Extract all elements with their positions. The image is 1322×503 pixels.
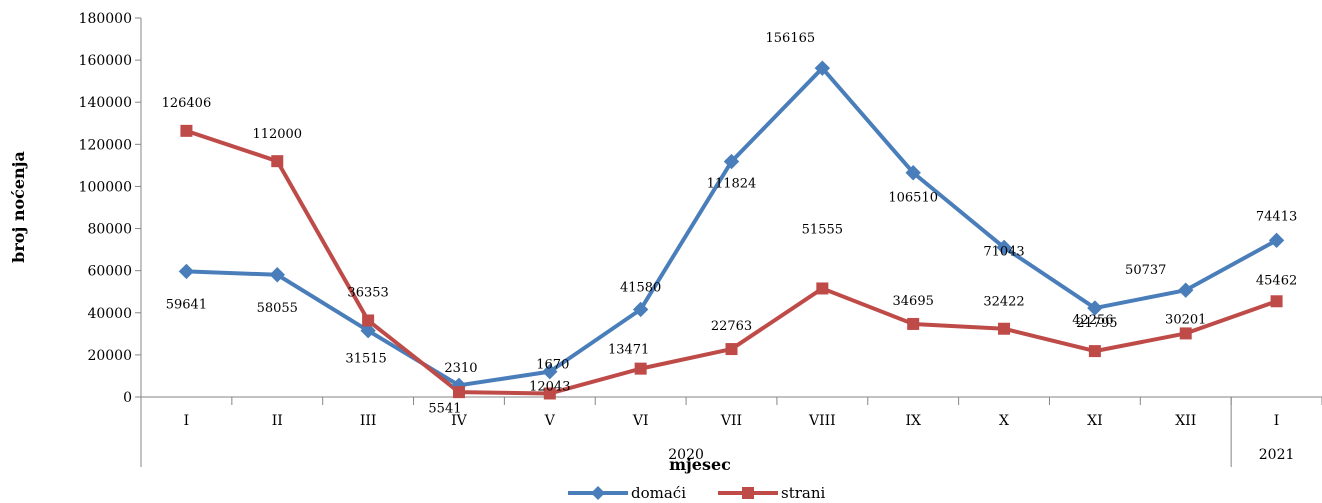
data-point-marker [1087, 300, 1103, 316]
data-label-strani: 32422 [983, 295, 1024, 310]
data-label-domaci: 106510 [888, 191, 938, 206]
data-point-marker [998, 322, 1011, 335]
data-point-marker [452, 386, 465, 399]
y-tick-label: 180000 [79, 11, 132, 27]
data-point-marker [542, 363, 558, 380]
y-axis-title: broj noćenja [9, 151, 28, 263]
data-point-marker [1270, 295, 1283, 308]
data-point-marker [269, 267, 285, 283]
axes [140, 18, 1322, 467]
data-label-domaci: 31515 [345, 352, 386, 367]
y-tick-label: 40000 [87, 306, 132, 322]
data-point-marker [1178, 282, 1194, 298]
data-label-domaci: 41580 [620, 280, 661, 295]
x-tick-label: XI [1087, 413, 1103, 429]
data-label-strani: 126406 [162, 96, 212, 111]
data-label-domaci: 111824 [707, 177, 757, 192]
data-label-strani: 21795 [1076, 316, 1117, 331]
data-point-marker [1179, 327, 1192, 340]
y-tick-label: 100000 [79, 179, 132, 195]
group-label: 2021 [1259, 447, 1295, 463]
data-point-marker [271, 155, 284, 168]
data-label-strani: 34695 [893, 294, 934, 309]
data-label-strani: 22763 [711, 319, 752, 334]
data-label-domaci: 12043 [529, 380, 570, 395]
x-tick-label: VI [632, 413, 649, 429]
data-labels: 59641 58055 31515 5541 12043 41580 111824 15616… [162, 31, 1298, 416]
data-point-marker [360, 322, 376, 339]
data-point-marker [996, 239, 1012, 256]
group-label: 2020 [668, 447, 704, 463]
data-point-marker [1088, 345, 1101, 358]
data-point-marker [725, 343, 738, 356]
data-point-marker [178, 263, 195, 280]
data-label-strani: 36353 [347, 285, 388, 300]
y-axis-ticks: 0 20000 40000 60000 80000 100000 120000 140000 1… [79, 11, 141, 406]
data-label-domaci: 59641 [166, 297, 207, 312]
data-point-marker [1268, 232, 1285, 249]
legend: domaći strani [568, 484, 825, 502]
y-tick-label: 140000 [79, 95, 132, 111]
y-tick-label: 160000 [79, 53, 132, 69]
y-tick-label: 80000 [87, 222, 132, 238]
data-label-strani: 112000 [252, 127, 302, 142]
data-label-domaci: 74413 [1256, 209, 1297, 224]
data-point-marker [816, 282, 829, 295]
x-tick-label: I [184, 413, 190, 429]
legend-label: domaći [631, 484, 686, 502]
data-label-domaci: 42256 [1072, 313, 1113, 328]
legend-marker-square [742, 487, 754, 499]
series-layer [178, 60, 1285, 400]
data-label-domaci: 5541 [428, 401, 461, 416]
data-point-marker [362, 314, 375, 327]
legend-label: strani [781, 484, 825, 502]
data-point-marker [632, 301, 649, 318]
x-tick-label: IV [451, 413, 468, 429]
data-label-strani: 51555 [802, 222, 843, 237]
data-label-strani: 45462 [1256, 273, 1297, 288]
x-tick-label: V [544, 413, 556, 429]
y-tick-label: 20000 [87, 348, 132, 364]
data-label-strani: 2310 [444, 361, 477, 376]
data-label-domaci: 50737 [1125, 263, 1166, 278]
x-tick-label: I [1274, 413, 1280, 429]
x-tick-label: VII [720, 413, 742, 429]
data-point-marker [180, 124, 193, 137]
x-tick-label: VIII [808, 413, 836, 429]
x-axis-title: mjesec [669, 455, 731, 474]
legend-marker-diamond [591, 486, 605, 500]
data-label-domaci: 58055 [257, 301, 298, 316]
y-tick-label: 0 [123, 390, 132, 406]
data-label-domaci: 71043 [983, 244, 1024, 259]
x-tick-label: II [272, 413, 283, 429]
data-point-marker [543, 387, 556, 400]
x-tick-label: IX [905, 413, 921, 429]
x-tick-label: XII [1175, 413, 1196, 429]
data-point-marker [723, 153, 740, 170]
x-tick-label: III [360, 413, 377, 429]
y-tick-label: 120000 [79, 137, 132, 153]
data-point-marker [905, 165, 921, 181]
data-point-marker [634, 362, 647, 375]
data-point-marker [907, 317, 920, 330]
data-label-strani: 30201 [1165, 312, 1206, 327]
data-label-strani: 1670 [536, 357, 569, 372]
series-line-domaći [186, 66, 1278, 388]
x-tick-label: X [999, 413, 1009, 429]
data-label-domaci: 156165 [766, 31, 816, 46]
data-point-marker [814, 60, 831, 76]
data-label-strani: 13471 [608, 343, 649, 358]
y-tick-label: 60000 [87, 264, 132, 280]
